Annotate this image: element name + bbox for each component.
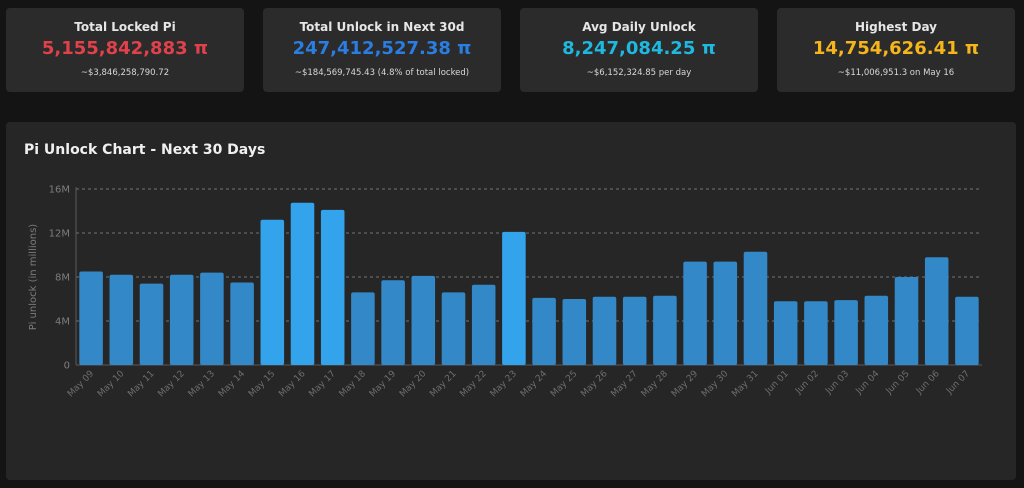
x-tick-label: May 31 bbox=[730, 369, 760, 399]
bar bbox=[955, 296, 979, 365]
x-tick-label: May 20 bbox=[398, 369, 429, 400]
bar bbox=[683, 261, 707, 365]
bar bbox=[924, 257, 949, 365]
card-highest-day: Highest Day 14,754,626.41 π ~$11,006,951… bbox=[777, 8, 1015, 92]
bar bbox=[109, 274, 134, 365]
bar bbox=[290, 202, 315, 365]
card-avg-daily-unlock: Avg Daily Unlock 8,247,084.25 π ~$6,152,… bbox=[520, 8, 758, 92]
x-tick-label: May 15 bbox=[247, 369, 277, 399]
card-subtitle: ~$11,006,951.3 on May 16 bbox=[837, 68, 955, 78]
card-title: Total Unlock in Next 30d bbox=[299, 20, 465, 34]
y-tick-label: 0 bbox=[64, 361, 70, 372]
bar bbox=[230, 282, 254, 365]
x-tick-label: May 16 bbox=[277, 369, 308, 400]
x-tick-label: May 28 bbox=[640, 369, 671, 400]
x-tick-label: May 14 bbox=[217, 369, 248, 400]
bar bbox=[471, 284, 496, 365]
x-tick-label: May 09 bbox=[66, 369, 97, 400]
y-tick-label: 8M bbox=[55, 273, 70, 284]
x-tick-label: May 30 bbox=[700, 369, 731, 400]
x-tick-label: Jun 04 bbox=[854, 369, 882, 397]
y-tick-label: 16M bbox=[49, 185, 70, 196]
card-title: Total Locked Pi bbox=[74, 20, 176, 34]
card-value: 8,247,084.25 π bbox=[562, 38, 716, 59]
x-tick-label: May 24 bbox=[519, 369, 550, 400]
bar bbox=[773, 301, 798, 365]
bar bbox=[169, 274, 194, 365]
bar bbox=[381, 280, 405, 365]
x-tick-label: May 22 bbox=[458, 369, 488, 399]
bar bbox=[804, 301, 828, 365]
bar bbox=[622, 296, 647, 365]
bar bbox=[894, 277, 919, 365]
bar bbox=[562, 299, 587, 365]
card-total-locked: Total Locked Pi 5,155,842,883 π ~$3,846,… bbox=[6, 8, 244, 92]
bar bbox=[864, 295, 889, 365]
x-tick-label: May 26 bbox=[579, 369, 610, 400]
bar bbox=[743, 251, 768, 365]
bar bbox=[441, 292, 466, 365]
x-tick-label: May 27 bbox=[609, 369, 639, 399]
card-subtitle: ~$3,846,258,790.72 bbox=[80, 68, 170, 78]
bar bbox=[260, 219, 285, 365]
x-tick-label: May 17 bbox=[307, 369, 337, 399]
x-tick-label: May 12 bbox=[156, 369, 186, 399]
x-tick-label: May 25 bbox=[549, 369, 579, 399]
bar bbox=[713, 261, 738, 365]
card-subtitle: ~$184,569,745.43 (4.8% of total locked) bbox=[294, 68, 470, 78]
bar bbox=[502, 231, 526, 365]
x-tick-label: Jun 03 bbox=[823, 369, 851, 397]
card-subtitle: ~$6,152,324.85 per day bbox=[586, 68, 692, 78]
bar bbox=[592, 296, 617, 365]
bar bbox=[139, 283, 164, 365]
bar bbox=[320, 209, 345, 365]
chart-panel: Pi Unlock Chart - Next 30 Days 0 4M 8M 12M 1… bbox=[6, 122, 1016, 480]
x-tick-label: May 10 bbox=[96, 369, 127, 400]
x-tick-label: Jun 07 bbox=[944, 369, 972, 397]
bar bbox=[351, 292, 375, 365]
x-tick-label: Jun 06 bbox=[914, 369, 942, 397]
summary-cards: Total Locked Pi 5,155,842,883 π ~$3,846,… bbox=[6, 8, 1016, 92]
x-tick-label: May 18 bbox=[338, 369, 369, 400]
card-value: 5,155,842,883 π bbox=[41, 38, 209, 59]
x-tick-label: May 19 bbox=[368, 369, 399, 400]
x-tick-label: May 11 bbox=[126, 369, 156, 399]
x-tick-label: May 23 bbox=[489, 369, 519, 399]
bar bbox=[411, 275, 436, 365]
unlock-bar-chart: 0 4M 8M 12M 16M Pi unlock (in millions) May 09… bbox=[28, 185, 982, 400]
y-axis-label: Pi unlock (in millions) bbox=[28, 224, 39, 331]
card-value: 247,412,527.38 π bbox=[292, 38, 472, 59]
bar bbox=[532, 297, 556, 365]
y-tick-label: 4M bbox=[55, 317, 70, 328]
card-title: Highest Day bbox=[855, 20, 937, 34]
y-tick-label: 12M bbox=[49, 229, 70, 240]
bar bbox=[653, 295, 677, 365]
card-value: 14,754,626.41 π bbox=[812, 38, 980, 59]
x-tick-label: May 21 bbox=[428, 369, 458, 399]
bar bbox=[79, 271, 103, 365]
chart-title: Pi Unlock Chart - Next 30 Days bbox=[24, 142, 266, 158]
x-tick-label: May 29 bbox=[670, 369, 701, 400]
x-tick-label: Jun 05 bbox=[884, 369, 912, 397]
card-total-unlock-30d: Total Unlock in Next 30d 247,412,527.38 … bbox=[263, 8, 501, 92]
card-title: Avg Daily Unlock bbox=[582, 20, 696, 34]
bar bbox=[834, 300, 858, 365]
x-tick-label: May 13 bbox=[187, 369, 217, 399]
x-tick-label: Jun 02 bbox=[793, 369, 821, 397]
bar bbox=[200, 272, 224, 365]
x-tick-label: Jun 01 bbox=[763, 369, 791, 397]
